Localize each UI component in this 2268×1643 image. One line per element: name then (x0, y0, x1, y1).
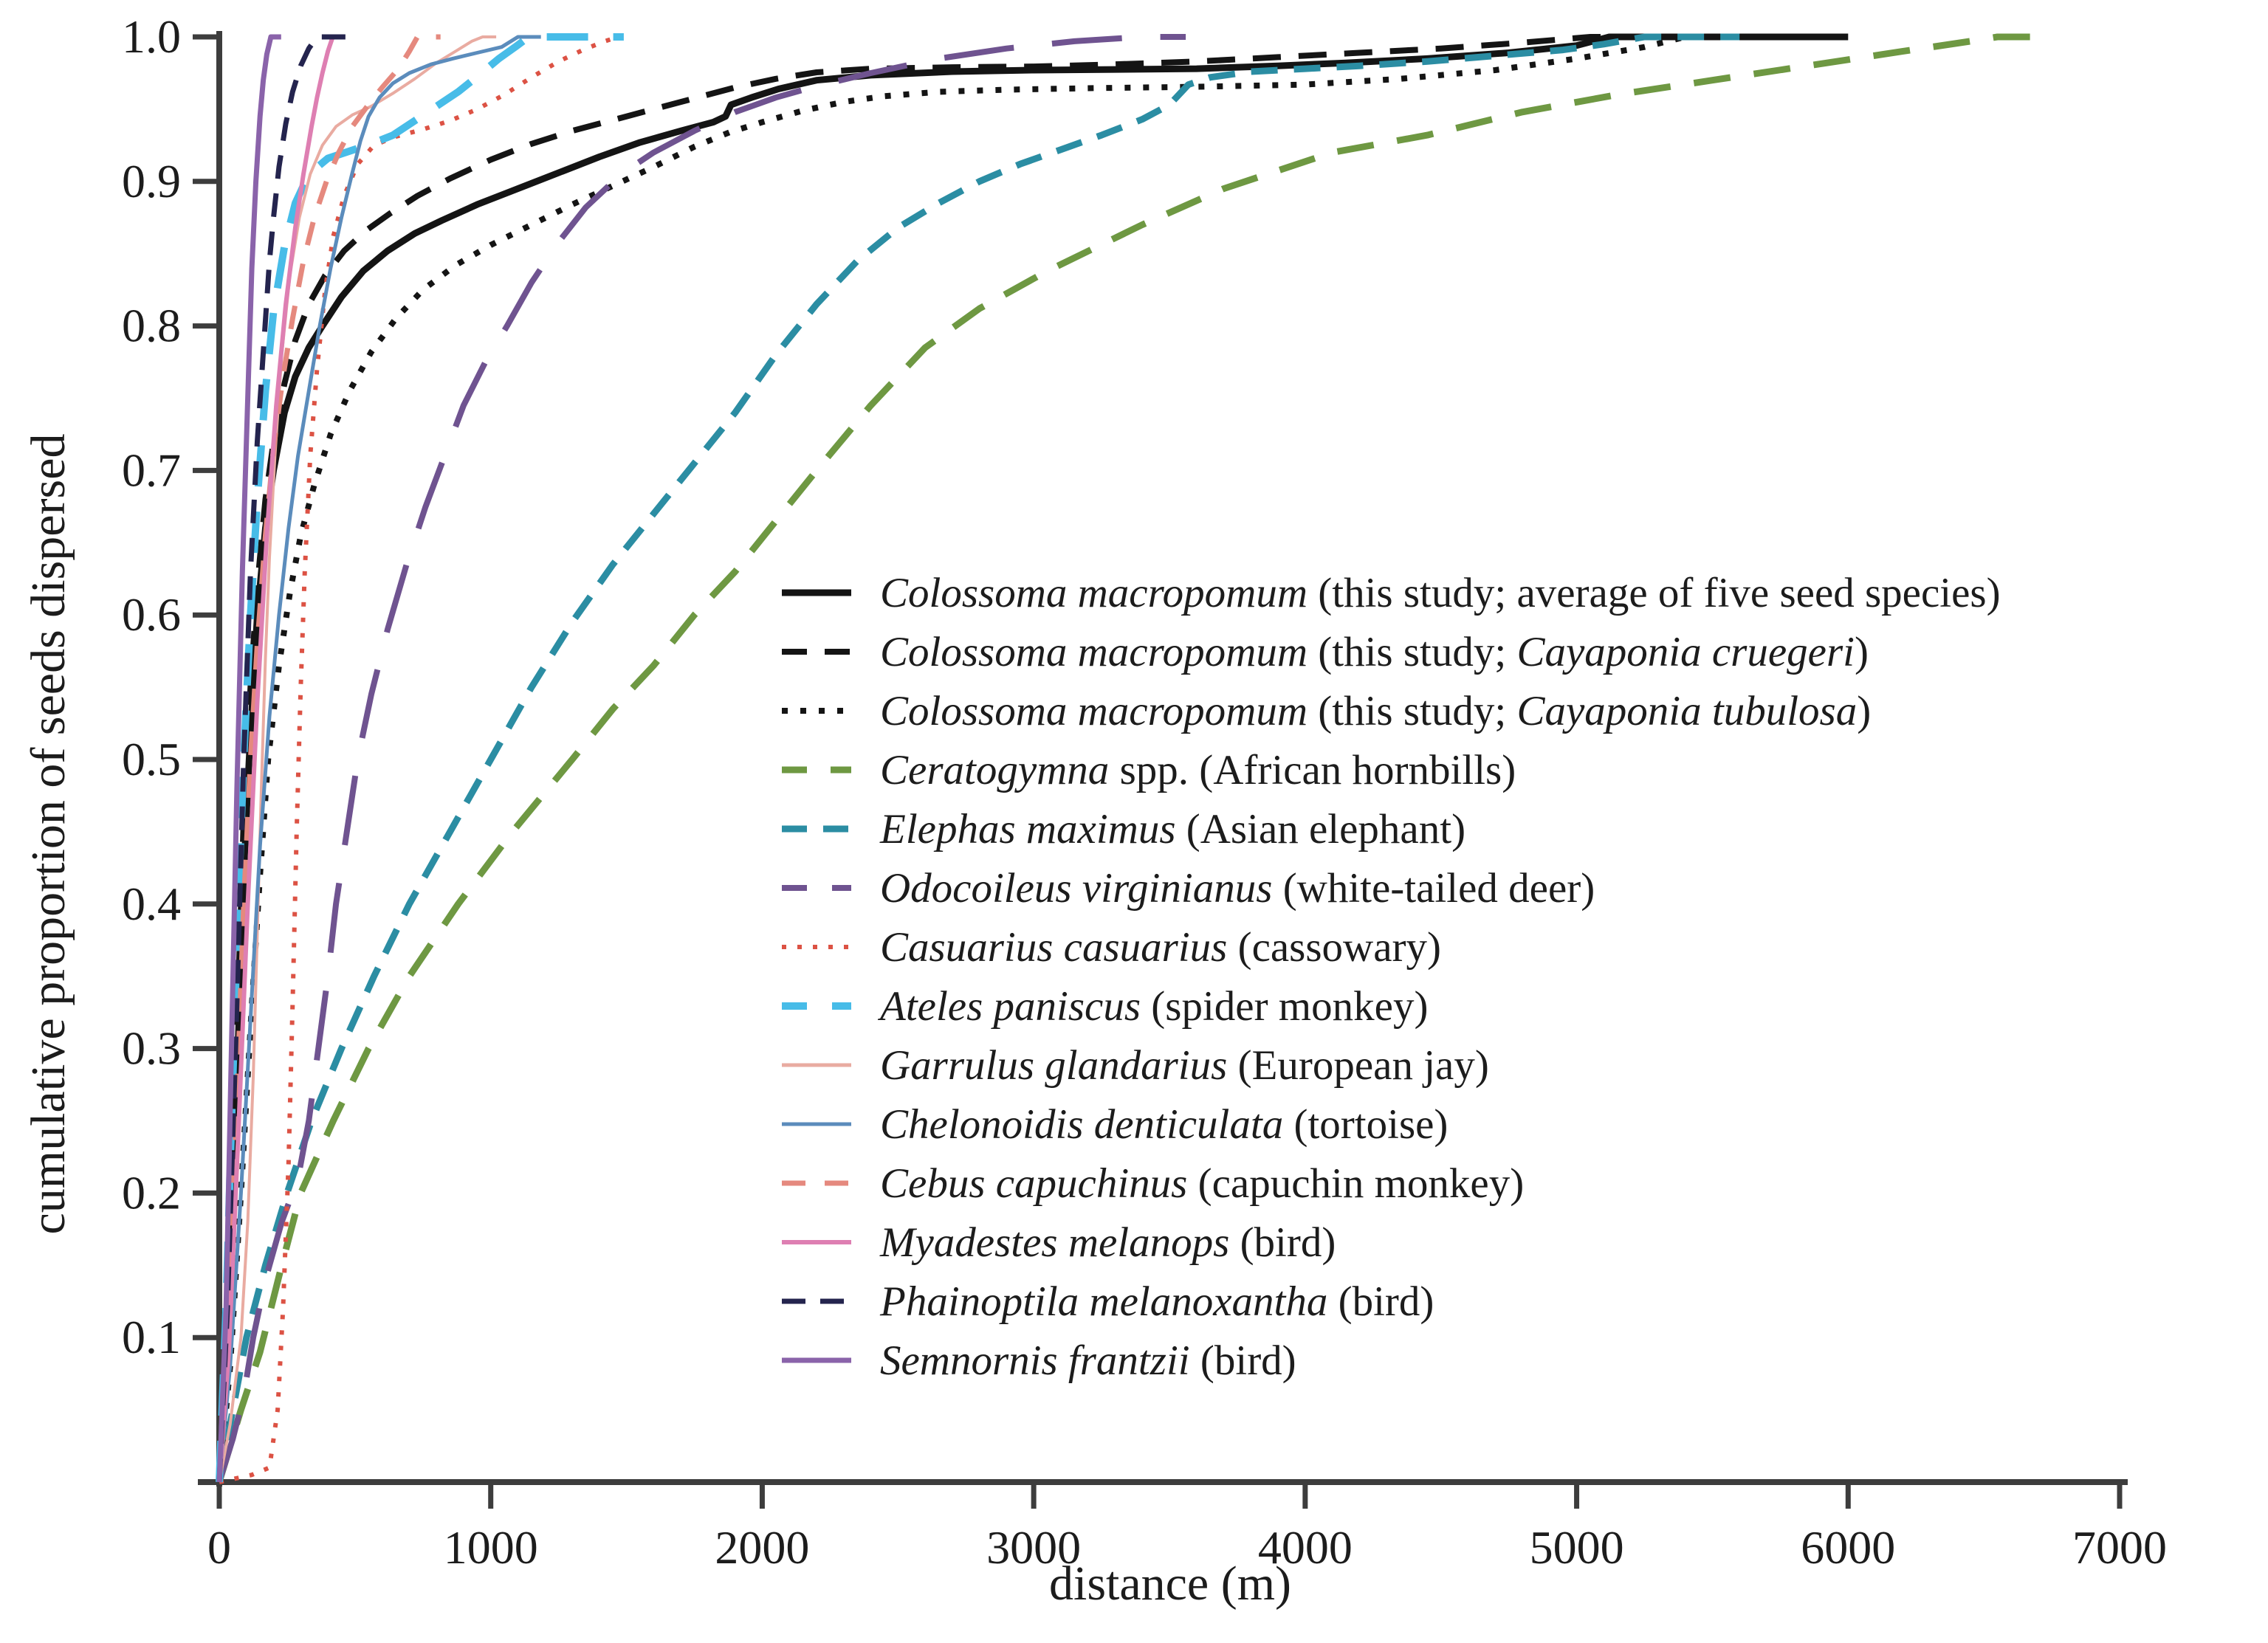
legend-label: Colossoma macropomum (this study; Cayapo… (880, 628, 1869, 675)
y-tick-label: 0.7 (122, 444, 181, 496)
legend-swatch-ateles (782, 1002, 851, 1010)
colossoma-cruegeri-curve (216, 34, 1658, 1483)
legend-swatch-phainoptila (782, 1298, 851, 1304)
legend-label: Semnornis frantzii (bird) (880, 1337, 1296, 1384)
legend-swatch-odocoileus (782, 885, 851, 891)
y-tick-label: 0.1 (122, 1311, 181, 1363)
legend-swatch-ceratogymna (782, 766, 851, 774)
legend-item: Semnornis frantzii (bird) (780, 1331, 1296, 1390)
legend-swatch-cebus (782, 1180, 851, 1186)
legend-swatch-colossoma-tubulosa (782, 708, 851, 714)
y-tick-label: 0.8 (122, 300, 181, 352)
y-axis-title: cumulative proportion of seeds dispersed (21, 433, 75, 1235)
x-tick-label: 2000 (715, 1521, 809, 1574)
y-tick-label: 0.6 (122, 588, 181, 641)
y-tick-label: 0.9 (122, 155, 181, 207)
legend-item: Myadestes melanops (bird) (780, 1213, 1336, 1272)
legend-item: Colossoma macropomum (this study; averag… (780, 563, 2001, 622)
y-tick-label: 0.4 (122, 878, 181, 930)
garrulus-curve (218, 35, 497, 1483)
legend-label: Chelonoidis denticulata (tortoise) (880, 1100, 1449, 1148)
legend-item: Ceratogymna spp. (African hornbills) (780, 740, 1516, 799)
legend-item: Odocoileus virginianus (white-tailed dee… (780, 858, 1595, 917)
legend-item: Casuarius casuarius (cassowary) (780, 917, 1441, 976)
ateles-curve (216, 33, 624, 1483)
legend-item: Chelonoidis denticulata (tortoise) (780, 1095, 1448, 1154)
legend-item: Cebus capuchinus (capuchin monkey) (780, 1154, 1524, 1213)
x-tick-label: 3000 (986, 1521, 1081, 1574)
legend-swatch-garrulus (782, 1063, 851, 1067)
legend-swatch-elephas (782, 825, 851, 833)
legend-label: Cebus capuchinus (capuchin monkey) (880, 1160, 1525, 1207)
x-tick-label: 1000 (444, 1521, 538, 1574)
legend-label: Myadestes melanops (bird) (880, 1219, 1336, 1266)
legend-item: Phainoptila melanoxantha (bird) (780, 1272, 1434, 1331)
legend-label: Colossoma macropomum (this study; Cayapo… (880, 687, 1872, 734)
cebus-curve (216, 34, 441, 1483)
elephas-curve (216, 33, 1740, 1483)
legend-label: Odocoileus virginianus (white-tailed dee… (880, 864, 1595, 912)
legend-item: Colossoma macropomum (this study; Cayapo… (780, 622, 1869, 681)
legend-label: Casuarius casuarius (cassowary) (880, 923, 1441, 971)
y-tick-label: 0.2 (122, 1166, 181, 1219)
y-tick-label: 1.0 (122, 10, 181, 63)
legend-label: Phainoptila melanoxantha (bird) (880, 1278, 1434, 1325)
legend-label: Colossoma macropomum (this study; averag… (880, 569, 2001, 616)
legend-label: Ceratogymna spp. (African hornbills) (880, 746, 1516, 793)
legend-label: Elephas maximus (Asian elephant) (880, 805, 1466, 852)
legend-item: Elephas maximus (Asian elephant) (780, 799, 1465, 858)
x-tick-label: 4000 (1258, 1521, 1353, 1574)
legend-item: Colossoma macropomum (this study; Cayapo… (780, 681, 1871, 740)
legend-swatch-chelonoidis (782, 1122, 851, 1126)
legend-item: Garrulus glandarius (European jay) (780, 1036, 1489, 1095)
y-tick-label: 0.5 (122, 733, 181, 785)
x-tick-label: 5000 (1530, 1521, 1624, 1574)
legend-swatch-colossoma-cruegeri (782, 649, 851, 655)
semnornis-curve (216, 34, 281, 1483)
phainoptila-curve (216, 34, 354, 1483)
legend-label: Garrulus glandarius (European jay) (880, 1041, 1489, 1089)
legend-swatch-semnornis (782, 1357, 851, 1363)
x-tick-label: 6000 (1801, 1521, 1895, 1574)
legend-label: Ateles paniscus (spider monkey) (880, 982, 1429, 1030)
x-tick-label: 7000 (2072, 1521, 2167, 1574)
x-tick-label: 0 (207, 1521, 231, 1574)
chelonoidis-curve (217, 35, 541, 1483)
y-tick-label: 0.3 (122, 1022, 181, 1075)
legend-swatch-casuarius (782, 945, 851, 949)
legend-item: Ateles paniscus (spider monkey) (780, 976, 1428, 1036)
myadestes-curve (217, 35, 343, 1483)
legend-swatch-colossoma-average (782, 589, 851, 596)
x-axis-title: distance (m) (1048, 1557, 1292, 1611)
legend-swatch-myadestes (782, 1240, 851, 1244)
casuarius-curve (219, 35, 619, 1484)
